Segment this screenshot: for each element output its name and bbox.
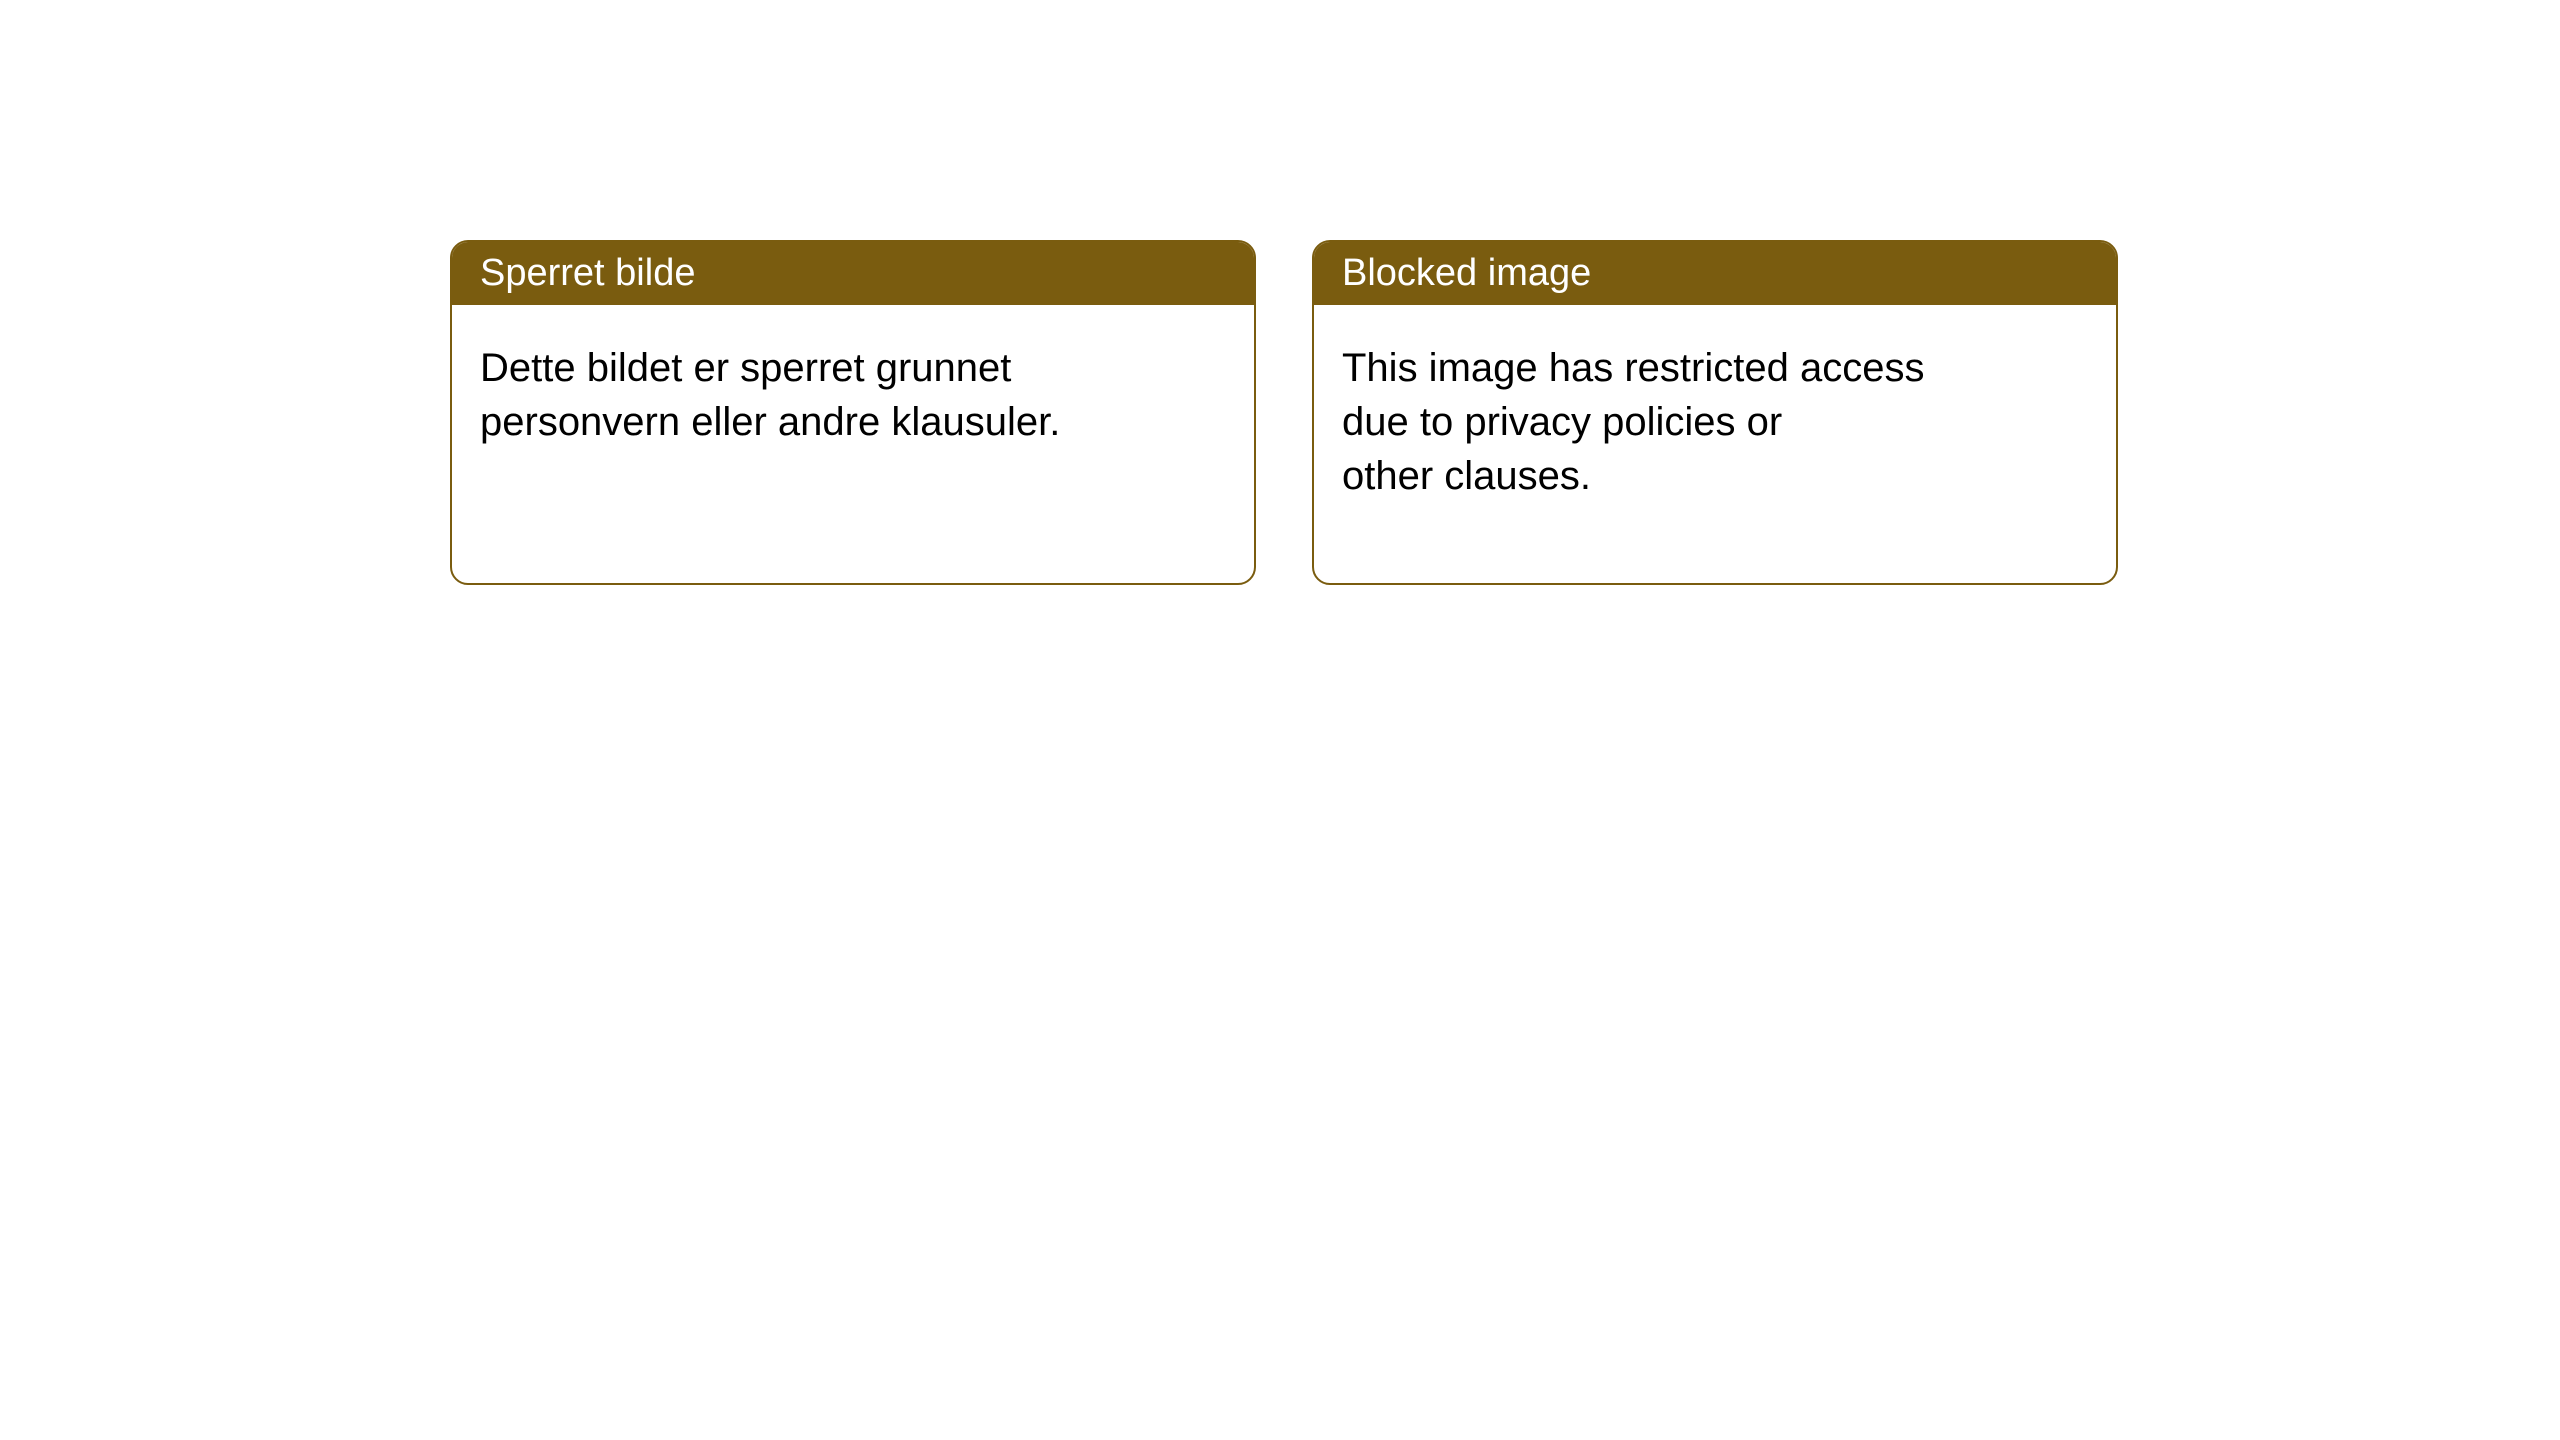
card-body-line3-en: other clauses. [1342,449,2088,503]
card-title-no: Sperret bilde [480,252,695,294]
card-body-line2-no: personvern eller andre klausuler. [480,395,1226,449]
blocked-image-card-en: Blocked image This image has restricted … [1312,240,2118,585]
card-body-line1-en: This image has restricted access [1342,341,2088,395]
blocked-image-card-no: Sperret bilde Dette bildet er sperret gr… [450,240,1256,585]
card-body-en: This image has restricted access due to … [1314,305,2116,583]
card-body-line2-en: due to privacy policies or [1342,395,2088,449]
card-header-en: Blocked image [1314,242,2116,305]
notice-cards-container: Sperret bilde Dette bildet er sperret gr… [0,0,2560,585]
card-body-line1-no: Dette bildet er sperret grunnet [480,341,1226,395]
card-header-no: Sperret bilde [452,242,1254,305]
card-title-en: Blocked image [1342,252,1591,294]
card-body-no: Dette bildet er sperret grunnet personve… [452,305,1254,529]
